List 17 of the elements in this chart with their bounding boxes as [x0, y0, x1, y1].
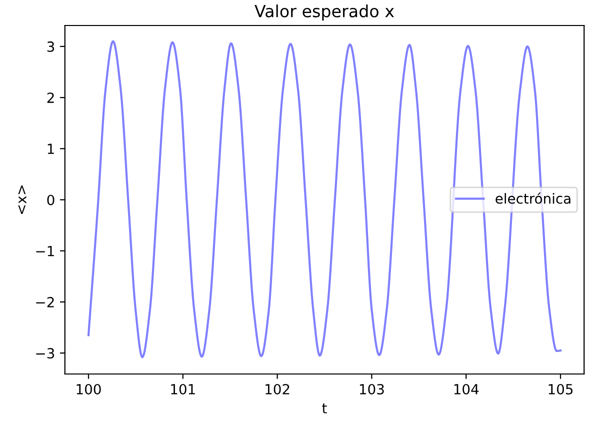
y-tick-label: 3: [47, 41, 54, 52]
y-tick-label: 1: [48, 144, 54, 154]
x-tick-label: 101: [171, 384, 195, 394]
chart-title: Valor esperado x: [254, 4, 394, 21]
x-tick-label: 104: [454, 384, 479, 394]
y-tick-label: −2: [36, 296, 54, 308]
x-tick-label: 102: [266, 384, 290, 394]
y-axis-title: <x>: [18, 185, 26, 214]
legend-label: electrónica: [496, 192, 570, 204]
y-tick-label: −3: [36, 348, 54, 359]
x-axis-title: t: [322, 404, 327, 414]
y-tick-label: −1: [36, 246, 54, 256]
y-tick-label: 0: [47, 194, 54, 206]
x-tick-label: 100: [76, 384, 101, 394]
x-tick-label: 103: [360, 384, 384, 394]
x-tick-label: 105: [548, 384, 573, 394]
y-tick-label: 2: [47, 92, 54, 103]
